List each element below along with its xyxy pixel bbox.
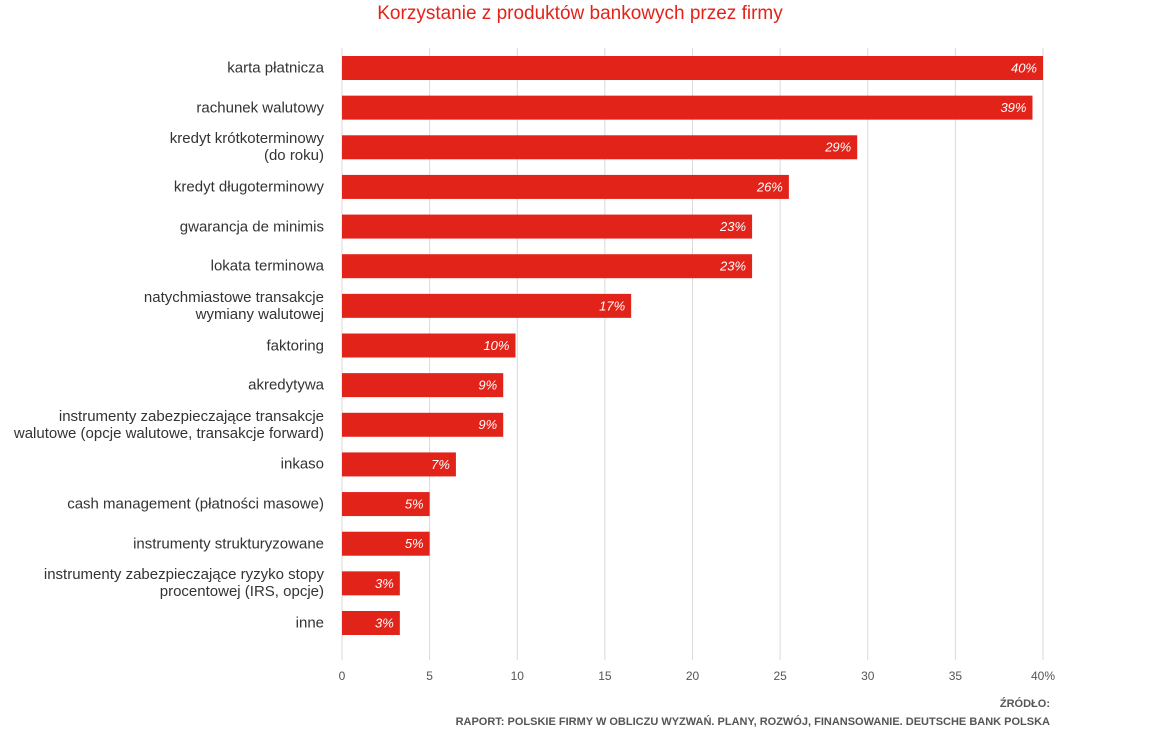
bar: [342, 174, 789, 199]
x-tick-label: 0: [339, 669, 346, 683]
value-label: 39%: [1000, 100, 1026, 115]
bar: [342, 95, 1033, 120]
category-label: karta płatnicza: [227, 59, 324, 77]
bar: [342, 531, 430, 556]
bar: [342, 611, 400, 635]
bar: [342, 571, 400, 596]
category-label: gwarancja de minimis: [179, 218, 324, 236]
source: RAPORT: POLSKIE FIRMY W OBLICZU WYZWAŃ. …: [455, 716, 1050, 728]
bar: [342, 135, 858, 160]
chart-title: Korzystanie z produktów bankowych przez …: [377, 3, 783, 24]
value-label: 9%: [478, 417, 497, 432]
value-label: 23%: [719, 259, 746, 274]
bar: [342, 412, 504, 437]
value-label: 17%: [599, 298, 625, 313]
bar: [342, 452, 456, 477]
source-label: ŹRÓDŁO:: [999, 698, 1050, 710]
value-label: 3%: [375, 615, 394, 630]
value-label: 23%: [719, 219, 746, 234]
bar: [342, 214, 753, 239]
category-label: lokata terminowa: [210, 257, 324, 275]
x-tick-label: 25: [773, 669, 787, 683]
category-label: kredyt krótkoterminowy (do roku): [169, 130, 324, 165]
category-label: faktoring: [266, 337, 324, 354]
bar: [342, 373, 504, 398]
value-label: 9%: [478, 378, 497, 393]
category-label: instrumenty strukturyzowane: [133, 535, 324, 553]
category-label: inkaso: [280, 455, 324, 473]
value-label: 3%: [375, 576, 394, 591]
x-tick-label: 10: [511, 669, 525, 683]
bar: [342, 254, 753, 279]
category-label: akredytywa: [248, 376, 324, 394]
category-label: natychmiastowe transakcje wymiany waluto…: [143, 288, 324, 323]
x-tick-label: 20: [686, 669, 700, 683]
value-label: 10%: [483, 338, 509, 353]
category-label: cash management (płatności masowe): [67, 495, 324, 513]
category-label: instrumenty zabezpieczające transakcje w…: [13, 407, 324, 442]
value-label: 5%: [405, 536, 424, 551]
bar: [342, 293, 632, 318]
category-label: kredyt długoterminowy: [173, 178, 324, 196]
x-tick-label: 15: [598, 669, 612, 683]
x-tick-label: 30: [861, 669, 875, 683]
value-label: 40%: [1011, 60, 1037, 75]
bar: [342, 56, 1043, 80]
x-tick-label: 35: [949, 669, 963, 683]
bar: [342, 333, 516, 358]
value-label: 29%: [824, 140, 851, 155]
x-tick-label: 40%: [1031, 669, 1055, 683]
category-label: inne: [295, 614, 324, 632]
category-label: rachunek walutowy: [196, 99, 324, 117]
bar: [342, 492, 430, 517]
value-label: 7%: [431, 457, 450, 472]
value-label: 26%: [756, 179, 783, 194]
category-label: instrumenty zabezpieczające ryzyko stopy…: [43, 566, 324, 601]
x-tick-label: 5: [426, 669, 433, 683]
value-label: 5%: [405, 497, 424, 512]
